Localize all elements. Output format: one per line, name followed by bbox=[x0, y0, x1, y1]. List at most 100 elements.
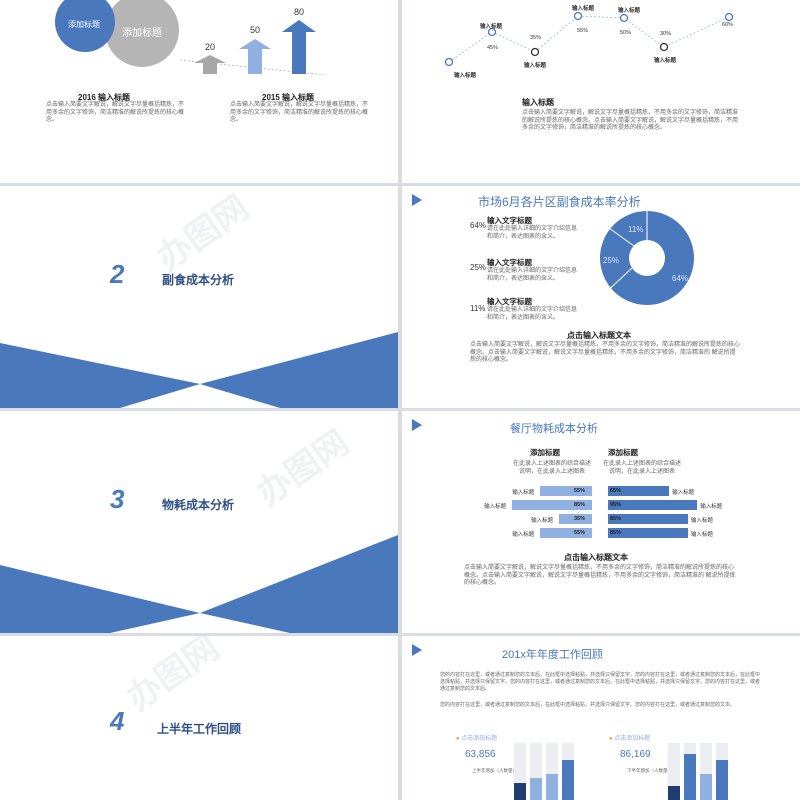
left-bar-pct: 55% bbox=[574, 530, 586, 536]
left-desc: 在此录入上述图表的综合描述说明，在此录入上述图表 bbox=[512, 461, 591, 475]
bg-col-5 bbox=[668, 743, 680, 800]
donut-label-64: 64% bbox=[672, 274, 689, 283]
donut-label-11: 11% bbox=[628, 225, 644, 234]
right-bar-pct: 65% bbox=[610, 488, 622, 494]
slide6-text: 点击输入简要文字解说，解说文字尽量概括精炼，不用多余的文字修饰，简洁精准的解说所… bbox=[464, 565, 736, 586]
point-value-4: 50% bbox=[620, 30, 632, 36]
left-bar-label: 输入标题 bbox=[484, 504, 507, 510]
col-7 bbox=[700, 774, 712, 800]
col-6 bbox=[684, 754, 696, 800]
right-bar bbox=[608, 500, 698, 510]
point-value-6: 60% bbox=[722, 22, 734, 28]
big-gray-circle bbox=[105, 0, 179, 67]
slide4-title: 市场6月各片区副食成本率分析 bbox=[478, 195, 641, 209]
slide8-title: 201x年年度工作回顾 bbox=[502, 649, 603, 661]
right-bar-pct: 85% bbox=[610, 530, 622, 536]
slide-5[interactable]: 办图网 3 物耗成本分析 bbox=[0, 411, 398, 633]
slide4-subtitle: 点击输入标题文本 bbox=[567, 331, 631, 340]
slide-3[interactable]: 办图网 2 副食成本分析 bbox=[0, 186, 398, 408]
slide-6[interactable]: 餐厅物耗成本分析 添加标题 在此录入上述图表的综合描述说明，在此录入上述图表 添… bbox=[402, 411, 800, 633]
right-tag: ● 点击添加标题 bbox=[609, 733, 650, 742]
slide-1[interactable]: 添加标题 添加标题 20 50 80 2016 输入标题 点击输入简要文字解说，… bbox=[0, 0, 398, 183]
left-bar-pct: 85% bbox=[574, 502, 586, 508]
bottom-shape bbox=[0, 332, 398, 408]
arrow-value-80: 80 bbox=[294, 7, 305, 17]
point-label-6: 输入标题 bbox=[654, 58, 677, 64]
triangle-marker bbox=[412, 419, 422, 431]
left-tag: ● 点击添加标题 bbox=[456, 733, 497, 742]
right-bar-pct: 85% bbox=[610, 516, 622, 522]
point-4 bbox=[573, 11, 583, 21]
right-tag-text: 点击添加标题 bbox=[614, 736, 651, 742]
para-1: 您的内容打在这里，或者通过复制您的文本后，在此框中选择粘贴，并选择只保留文字。您… bbox=[440, 672, 761, 692]
right-bar bbox=[608, 514, 688, 524]
item-desc-1: 请在此处输入详细的文字介绍信息和简介，表达图表的含义。 bbox=[487, 226, 578, 240]
col-3 bbox=[546, 774, 558, 800]
left-caption: 上半年增加（人数量） bbox=[472, 768, 517, 773]
slide6-subtitle: 点击输入标题文本 bbox=[564, 553, 628, 562]
dot-icon: ● bbox=[609, 736, 613, 742]
slide2-text: 点击输入简要文字解说，解说文字尽量概括精炼，不用多余的文字修饰，简洁精准的解说所… bbox=[522, 110, 739, 131]
big-circle-label: 添加标题 bbox=[122, 28, 162, 39]
right-value: 86,169 bbox=[620, 749, 651, 760]
left-value: 63,856 bbox=[465, 749, 496, 760]
line-chart bbox=[444, 11, 734, 67]
item-desc-3: 请在此处输入详细的文字介绍信息和简介，表达图表的含义。 bbox=[487, 307, 578, 321]
slide2-title: 输入标题 bbox=[522, 98, 554, 107]
right-bar bbox=[608, 486, 670, 496]
point-value-5: 30% bbox=[660, 31, 672, 37]
triangle-marker bbox=[412, 194, 422, 206]
point-1 bbox=[444, 57, 454, 67]
arrow-20 bbox=[194, 55, 226, 74]
para-2: 您的内容打在这里，或者通过复制您的文本后，在此框中选择粘贴，并选择只保留文字。您… bbox=[440, 702, 736, 708]
col-5 bbox=[668, 786, 680, 800]
divider-3 bbox=[608, 227, 635, 247]
point-7 bbox=[724, 12, 734, 22]
left-bar-pct: 35% bbox=[574, 516, 586, 522]
slide4-text: 点击输入简要文字解说，解说文字尽量概括精炼，不用多余的文字修饰，简洁精准的解说所… bbox=[470, 342, 741, 363]
left-bar-label: 输入标题 bbox=[512, 490, 535, 496]
bottom-shape bbox=[0, 535, 398, 633]
point-value-1: 45% bbox=[487, 45, 499, 51]
col-2 bbox=[530, 778, 542, 800]
point-2 bbox=[487, 27, 497, 37]
small-circle-label: 添加标题 bbox=[68, 20, 100, 29]
arrow-value-20: 20 bbox=[205, 42, 216, 52]
watermark: 办图网 bbox=[120, 636, 226, 719]
left-bar bbox=[559, 514, 592, 524]
arrow-value-50: 50 bbox=[250, 25, 261, 35]
slide-7[interactable]: 办图网 4 上半年工作回顾 bbox=[0, 636, 398, 800]
donut-chart bbox=[600, 211, 694, 305]
point-value-2: 35% bbox=[530, 35, 542, 41]
col-8 bbox=[716, 760, 728, 800]
slide-4[interactable]: 市场6月各片区副食成本率分析 64% 输入文字标题 请在此处输入详细的文字介绍信… bbox=[402, 186, 800, 408]
point-value-3: 55% bbox=[577, 28, 589, 34]
item-pct-1: 64% bbox=[470, 221, 487, 230]
dot-icon: ● bbox=[456, 736, 460, 742]
point-label-1: 输入标题 bbox=[454, 73, 477, 79]
item-pct-3: 11% bbox=[470, 304, 486, 313]
point-label-3: 输入标题 bbox=[524, 63, 547, 69]
right-desc: 在此录入上述图表的综合描述说明，在此录入上述图表 bbox=[602, 461, 681, 475]
left-bar-label: 输入标题 bbox=[512, 532, 535, 538]
slide-2[interactable]: 输入标题 输入标题 45% 输入标题 35% 输入标题 55% 输入标题 50%… bbox=[402, 0, 800, 183]
right-bar-label: 输入标题 bbox=[700, 504, 723, 510]
right-bar-pct: 95% bbox=[610, 502, 622, 508]
donut-label-25: 25% bbox=[603, 256, 620, 265]
slide1-graphic bbox=[55, 0, 326, 76]
point-6 bbox=[659, 42, 669, 52]
item-heading-2: 输入文字标题 bbox=[487, 258, 532, 267]
section-number: 2 bbox=[110, 259, 125, 289]
right-bar-label: 输入标题 bbox=[672, 490, 695, 496]
title-2016: 2016 输入标题 bbox=[78, 93, 131, 102]
point-label-5: 输入标题 bbox=[618, 8, 641, 14]
slide6-title: 餐厅物耗成本分析 bbox=[510, 423, 598, 435]
title-2015: 2015 输入标题 bbox=[262, 93, 315, 102]
section-number: 4 bbox=[110, 706, 125, 736]
section-title: 物耗成本分析 bbox=[162, 498, 235, 512]
left-bar bbox=[540, 528, 592, 538]
left-tag-text: 点击添加标题 bbox=[461, 736, 498, 742]
left-bar-label: 输入标题 bbox=[531, 518, 554, 524]
section-title: 副食成本分析 bbox=[162, 273, 235, 287]
slide-8[interactable]: 201x年年度工作回顾 您的内容打在这里，或者通过复制您的文本后，在此框中选择粘… bbox=[402, 636, 800, 800]
